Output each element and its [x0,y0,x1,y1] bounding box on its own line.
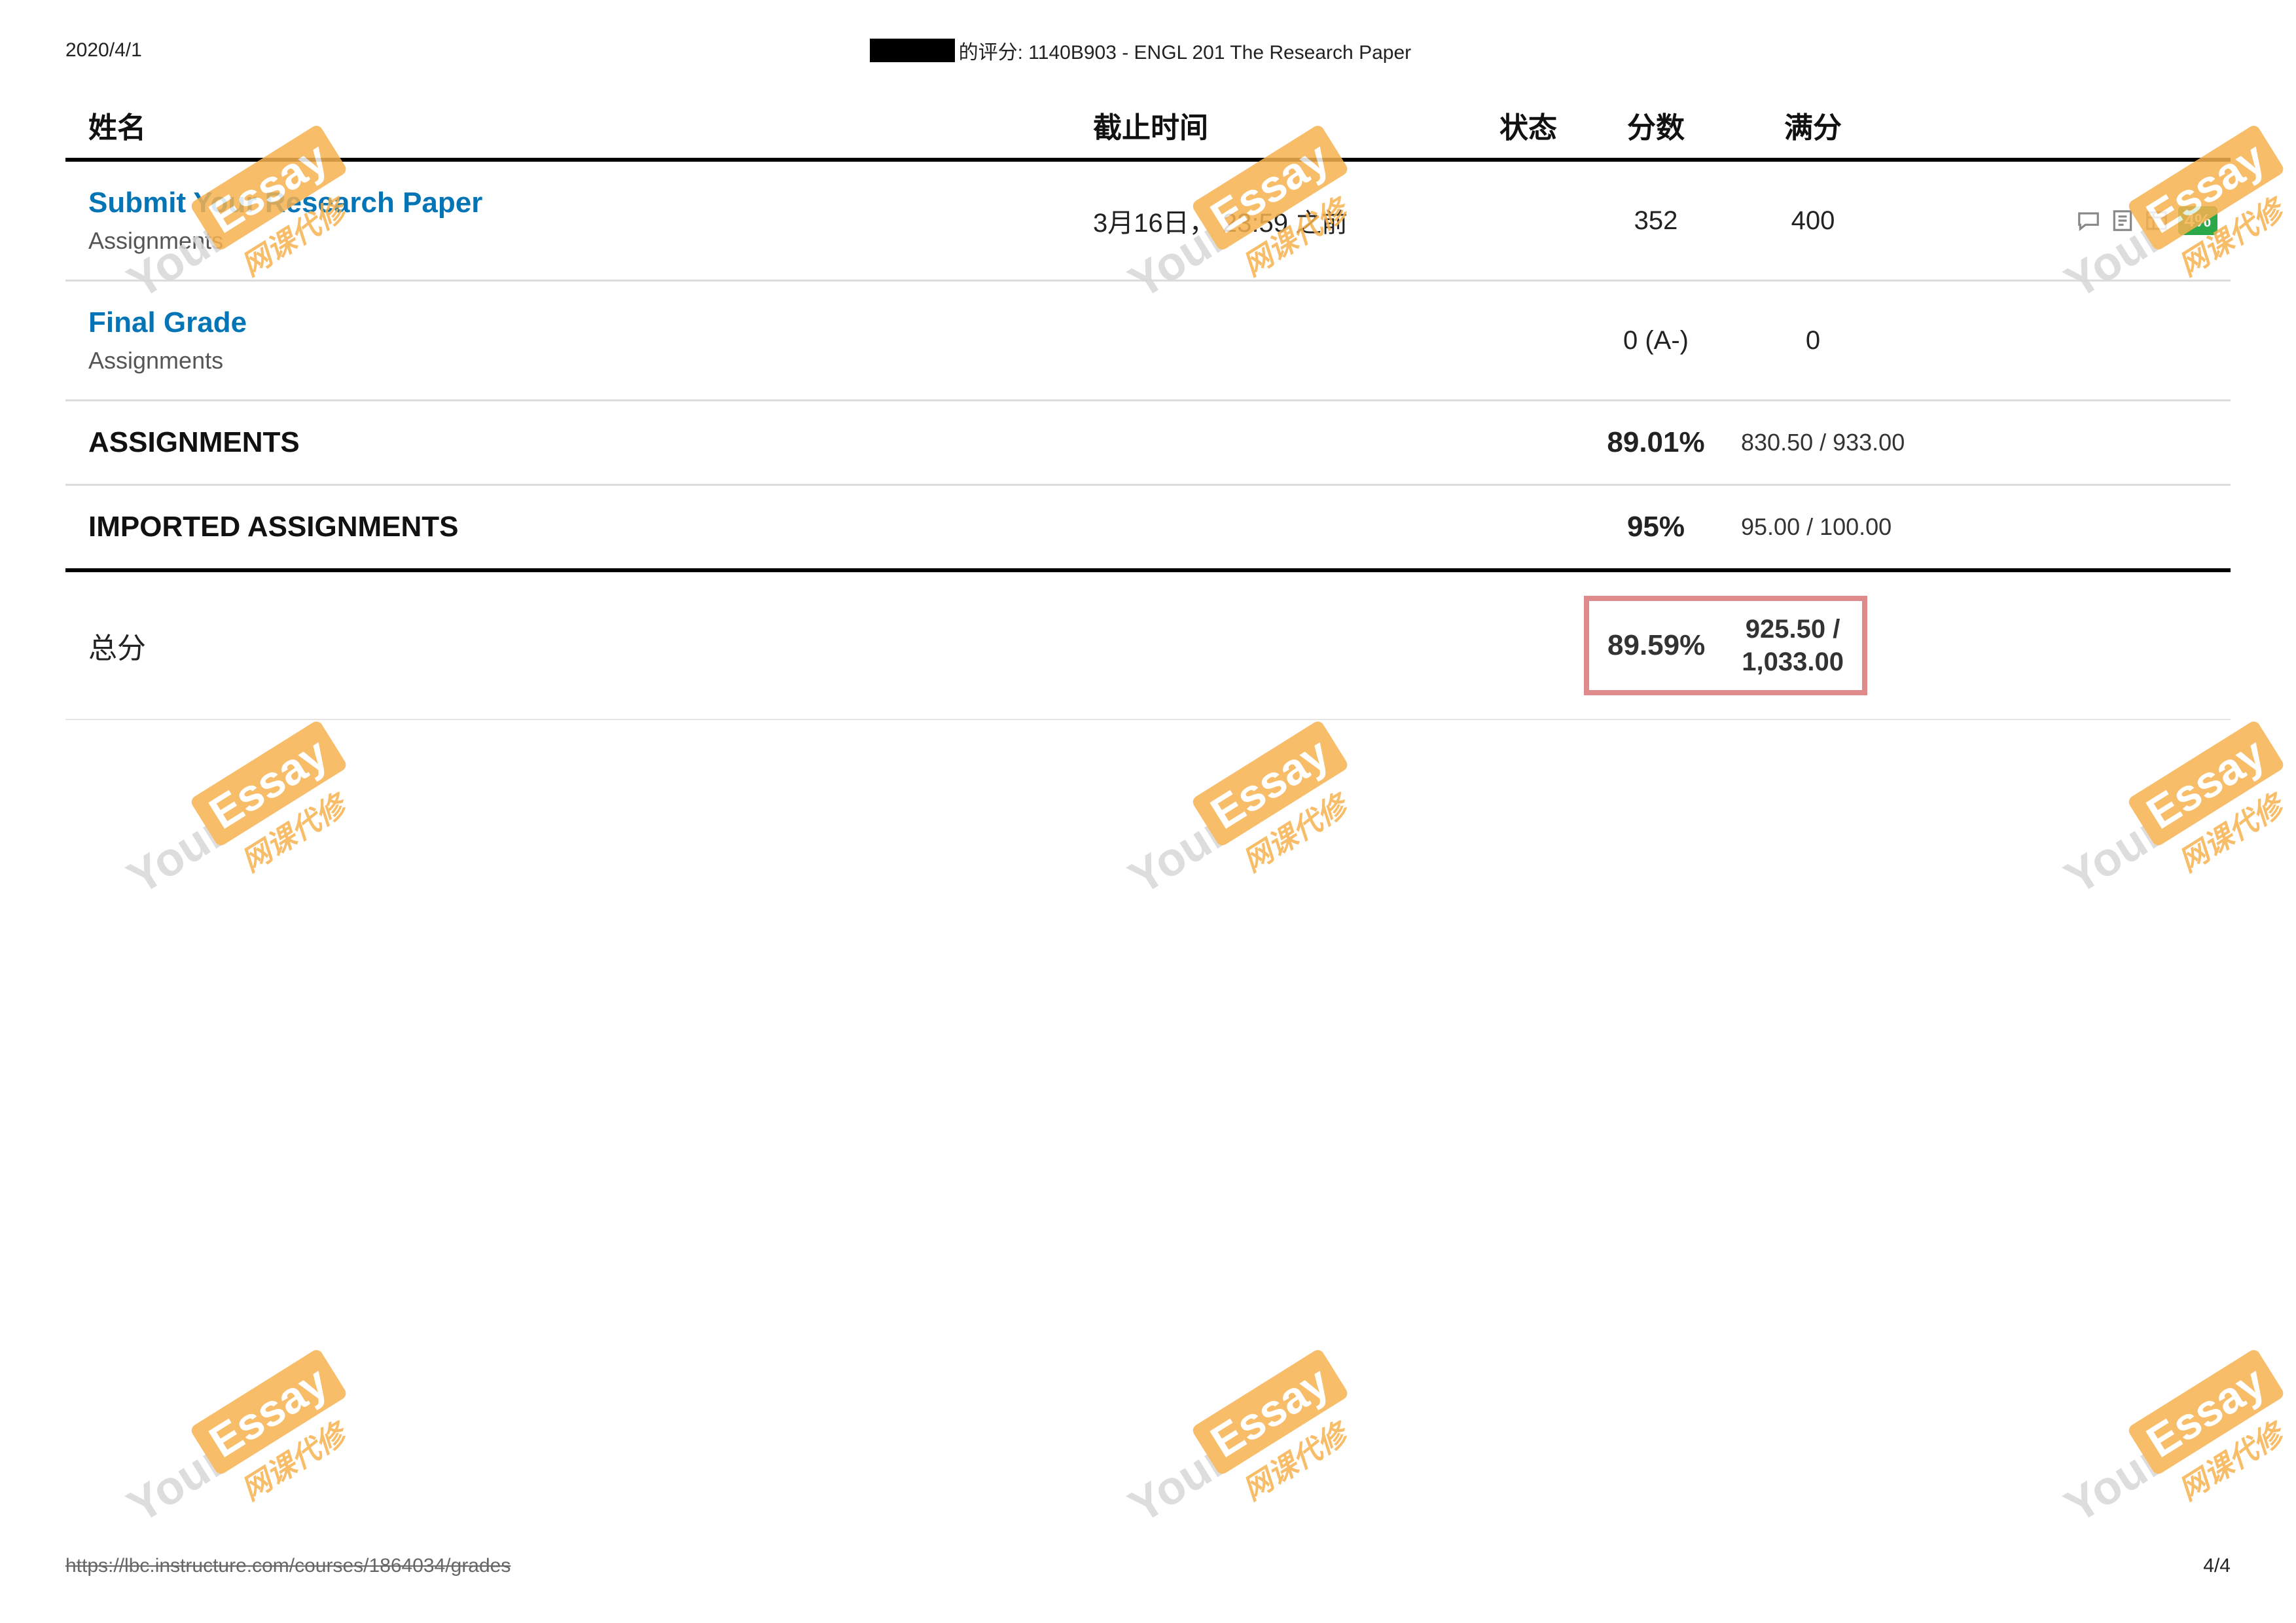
col-header-status: 状态 [1473,104,1584,146]
watermark: YourEssay网课代修 [1106,1341,1369,1565]
col-header-score: 分数 [1584,104,1728,146]
table-header-row: 姓名 截止时间 状态 分数 满分 [65,91,2231,162]
table-row: Final Grade Assignments 0 (A-) 0 [65,282,2231,401]
group-label: ASSIGNMENTS [65,426,1093,459]
score-cell: 0 (A-) [1584,326,1728,356]
score-cell: 352 [1584,206,1728,236]
total-percent: 89.59% [1607,629,1705,662]
similarity-badge[interactable]: 4% [2178,206,2217,235]
watermark: YourEssay网课代修 [105,1341,367,1565]
assignment-category: Assignments [88,227,1093,255]
table-row: Submit Your Research Paper Assignments 3… [65,162,2231,282]
footer-url: https://lbc.instructure.com/courses/1864… [65,1555,511,1577]
total-highlight-box: 89.59% 925.50 / 1,033.00 [1584,596,1867,695]
watermark: YourEssay网课代修 [2042,712,2296,937]
grades-table: 姓名 截止时间 状态 分数 满分 Submit Your Research Pa… [65,91,2231,720]
page-header: 2020/4/1 的评分: 1140B903 - ENGL 201 The Re… [0,0,2296,91]
outof-cell: 0 [1728,326,1898,356]
group-fraction: 830.50 / 933.00 [1728,429,1948,456]
outof-cell: 400 [1728,206,1898,236]
page-number: 4/4 [2203,1555,2231,1577]
assignment-category: Assignments [88,347,1093,374]
group-row: ASSIGNMENTS 89.01% 830.50 / 933.00 [65,401,2231,486]
assignment-link[interactable]: Submit Your Research Paper [88,187,1093,219]
details-icon[interactable] [2144,208,2169,233]
redacted-name [870,39,955,62]
group-label: IMPORTED ASSIGNMENTS [65,511,1093,543]
total-row: 总分 89.59% 925.50 / 1,033.00 [65,572,2231,720]
page-title: 的评分: 1140B903 - ENGL 201 The Research Pa… [142,36,2139,65]
page-footer: https://lbc.instructure.com/courses/1864… [65,1555,2231,1577]
assignment-link[interactable]: Final Grade [88,306,1093,339]
watermark: YourEssay网课代修 [2042,1341,2296,1565]
due-date: 3月16日， 23:59 之前 [1093,202,1473,240]
group-fraction: 95.00 / 100.00 [1728,513,1948,541]
group-percent: 95% [1584,511,1728,543]
total-fraction: 925.50 / 1,033.00 [1742,613,1844,678]
watermark: YourEssay网课代修 [1106,712,1369,937]
print-date: 2020/4/1 [65,39,142,62]
watermark: YourEssay网课代修 [105,712,367,937]
rubric-icon[interactable] [2110,208,2135,233]
total-label: 总分 [65,625,1093,666]
comment-icon[interactable] [2076,208,2101,233]
group-row: IMPORTED ASSIGNMENTS 95% 95.00 / 100.00 [65,486,2231,572]
group-percent: 89.01% [1584,426,1728,459]
col-header-outof: 满分 [1728,104,1898,146]
col-header-due: 截止时间 [1093,104,1473,146]
page-title-text: 的评分: 1140B903 - ENGL 201 The Research Pa… [959,36,1411,65]
col-header-name: 姓名 [65,104,1093,146]
